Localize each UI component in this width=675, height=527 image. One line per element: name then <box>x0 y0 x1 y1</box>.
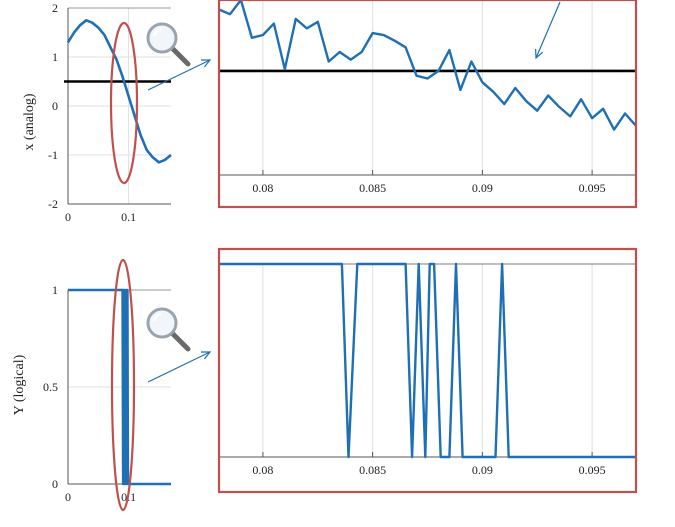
analog-y-axis-label: x (analog) <box>22 93 37 150</box>
y-tick-label: -2 <box>48 197 58 211</box>
zoom-arrow <box>147 351 211 383</box>
analog-zoom-plot: 0.08 0.085 0.09 0.095 <box>217 0 638 209</box>
magnifier-lens <box>146 22 178 54</box>
magnifier-icon <box>146 307 191 352</box>
zoom-frame <box>217 0 638 209</box>
y-tick-label: 0 <box>52 99 58 113</box>
y-tick-label: 0.5 <box>43 380 58 394</box>
magnifier-icon <box>146 22 191 67</box>
analog-overview-plot: 0 0.1 -2 -1 0 1 2 <box>48 1 172 224</box>
zoom-arrow-head <box>200 59 212 68</box>
magnifier-glint <box>152 27 162 37</box>
magnifier-lens <box>146 307 178 339</box>
annotation-arrow-head <box>534 48 544 60</box>
logical-overview-plot: 0 0.100.51 <box>43 283 171 504</box>
x-tick-label: 0.095 <box>579 463 606 477</box>
signal-line <box>218 0 637 131</box>
zoom-frame <box>217 247 638 494</box>
y-tick-label: 1 <box>52 283 58 297</box>
zoom-annotations <box>109 1 561 512</box>
x-tick-label: 0 <box>65 210 71 224</box>
logical-zoom-plot: 0.08 0.085 0.09 0.095 <box>217 247 638 494</box>
logical-y-axis-label: Y (logical) <box>12 354 27 415</box>
magnifier-handle <box>169 330 191 352</box>
y-tick-label: -1 <box>48 148 58 162</box>
signal-line <box>68 288 171 486</box>
x-tick-label: 0.085 <box>359 463 386 477</box>
x-tick-label: 0.09 <box>472 463 493 477</box>
x-tick-label: 0.09 <box>472 181 493 195</box>
zoom-region-ellipse <box>110 258 136 512</box>
signal-line <box>66 19 172 164</box>
magnifier-glint <box>152 312 162 322</box>
annotation-arrow <box>535 1 561 59</box>
x-tick-label: 0.1 <box>121 210 136 224</box>
x-tick-label: 0.095 <box>579 181 606 195</box>
zoom-arrow <box>147 59 211 91</box>
magnifier-handle <box>169 45 191 67</box>
x-tick-label: 0.08 <box>252 463 273 477</box>
zoom-region-ellipse <box>109 21 139 185</box>
zoom-arrow-head <box>200 351 212 360</box>
y-tick-label: 1 <box>52 50 58 64</box>
y-tick-label: 0 <box>52 477 58 491</box>
signal-line <box>219 262 636 459</box>
x-tick-label: 0 <box>65 490 71 504</box>
x-tick-label: 0.08 <box>252 181 273 195</box>
y-tick-label: 2 <box>52 1 58 15</box>
x-tick-label: 0.085 <box>359 181 386 195</box>
